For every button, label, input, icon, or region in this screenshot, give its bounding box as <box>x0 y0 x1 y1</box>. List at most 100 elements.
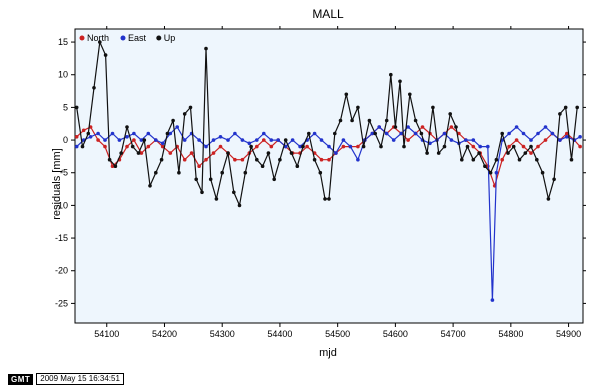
data-point <box>139 151 144 155</box>
data-point <box>490 298 495 302</box>
data-point <box>552 177 556 182</box>
data-point <box>266 151 271 155</box>
data-point <box>454 125 458 129</box>
data-point <box>327 197 331 201</box>
data-point <box>197 138 201 142</box>
data-point <box>442 144 447 149</box>
data-point <box>283 144 288 149</box>
data-point <box>460 157 464 162</box>
data-point <box>113 164 118 168</box>
data-point <box>506 151 510 155</box>
data-point <box>136 151 141 155</box>
data-point <box>457 131 461 136</box>
data-point <box>247 141 252 146</box>
data-point <box>413 118 418 123</box>
data-point <box>204 46 208 51</box>
data-point <box>177 170 181 175</box>
chart-title: MALL <box>312 7 344 21</box>
data-point <box>159 157 164 162</box>
data-point <box>517 157 522 162</box>
data-point <box>507 144 511 149</box>
data-point <box>278 157 282 162</box>
data-point <box>204 144 208 149</box>
data-point <box>154 138 158 142</box>
timestamp: 2009 May 15 16:34:51 <box>36 373 124 385</box>
y-tick-label: -5 <box>60 168 68 178</box>
legend-marker-up <box>156 35 162 41</box>
gmt-logo: GMT <box>8 373 34 385</box>
data-point <box>165 131 170 136</box>
data-point <box>563 105 568 110</box>
data-point <box>578 144 582 149</box>
data-point <box>413 131 418 136</box>
data-point <box>233 131 237 136</box>
data-point <box>200 190 204 195</box>
y-tick-label: 10 <box>58 70 68 80</box>
x-axis-label: mjd <box>319 347 337 359</box>
data-point <box>218 135 223 139</box>
data-point <box>182 112 187 116</box>
data-point <box>188 105 193 110</box>
data-point <box>449 138 454 142</box>
legend-label-east: East <box>128 33 147 43</box>
data-point <box>154 170 158 175</box>
data-point <box>276 138 281 142</box>
data-point <box>214 197 219 201</box>
data-point <box>182 138 187 142</box>
y-tick-label: -20 <box>55 266 68 276</box>
x-tick-label: 54200 <box>152 329 177 339</box>
series-layer <box>74 40 582 302</box>
data-point <box>436 151 441 155</box>
data-point <box>442 131 447 136</box>
data-point <box>494 170 499 175</box>
data-point <box>269 144 274 149</box>
data-point <box>175 125 179 129</box>
data-point <box>204 157 208 162</box>
data-point <box>483 164 487 168</box>
data-point <box>290 138 295 142</box>
data-point <box>370 131 375 136</box>
data-point <box>507 131 511 136</box>
data-point <box>389 72 393 77</box>
x-tick-label: 54100 <box>94 329 119 339</box>
data-point <box>312 131 317 136</box>
data-point <box>125 135 129 139</box>
data-point <box>307 131 311 136</box>
data-point <box>465 144 470 149</box>
data-point <box>488 170 493 175</box>
x-tick-label: 54600 <box>383 329 408 339</box>
data-point <box>344 92 349 97</box>
data-point <box>536 144 540 149</box>
legend-label-up: Up <box>164 33 176 43</box>
data-point <box>408 92 412 97</box>
data-point <box>132 138 136 142</box>
data-point <box>220 170 224 175</box>
data-point <box>240 157 245 162</box>
series-line-up <box>76 41 578 206</box>
data-point <box>535 157 539 162</box>
plot-frame <box>74 28 584 324</box>
data-point <box>543 125 548 129</box>
data-point <box>448 112 453 116</box>
data-point <box>514 125 519 129</box>
legend-marker-east <box>120 35 126 41</box>
data-point <box>327 157 331 162</box>
data-point <box>301 144 305 149</box>
data-point <box>92 86 96 90</box>
data-point <box>449 125 454 129</box>
data-point <box>318 170 323 175</box>
data-point <box>341 138 346 142</box>
data-point <box>103 53 108 57</box>
data-point <box>361 144 366 149</box>
data-point <box>88 135 93 139</box>
x-tick-label: 54700 <box>441 329 466 339</box>
data-point <box>74 105 79 110</box>
data-point <box>218 144 223 149</box>
legend-label-north: North <box>87 33 109 43</box>
x-tick-label: 54400 <box>267 329 292 339</box>
y-axis-label: residuals [mm] <box>51 148 63 220</box>
data-point <box>148 184 152 188</box>
data-point <box>319 157 324 162</box>
data-point <box>367 118 372 123</box>
